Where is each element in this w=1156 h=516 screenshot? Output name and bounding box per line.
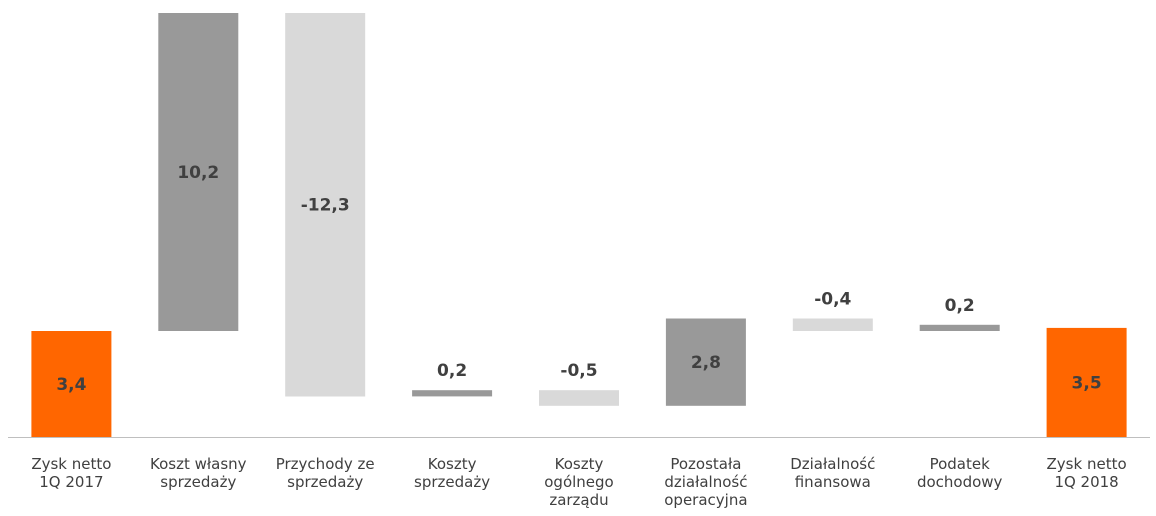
- bar-koszt-wlasny-sprzedazy: [158, 13, 239, 331]
- value-label-podatek-dochodowy: 0,2: [945, 296, 975, 316]
- category-label-line: Koszt własny: [150, 455, 247, 473]
- value-label-dzialalnosc-finansowa: -0,4: [814, 290, 851, 310]
- category-label-zysk-netto-1q-2018: Zysk netto 1Q 2018: [1047, 455, 1127, 491]
- category-label-line: zarządu: [549, 491, 608, 509]
- value-label-koszty-sprzedazy: 0,2: [437, 361, 467, 381]
- category-label-line: Zysk netto: [31, 455, 111, 473]
- bar-zysk-netto-1q-2017: [31, 331, 112, 437]
- category-label-koszt-wlasny-sprzedazy: Koszt własny sprzedaży: [150, 455, 247, 491]
- value-label-zysk-netto-1q-2017: 3,4: [56, 375, 86, 395]
- bar-koszty-ogolnego-zarzadu: [539, 390, 619, 406]
- bar-dzialalnosc-finansowa: [792, 318, 873, 331]
- category-label-line: operacyjna: [664, 491, 747, 509]
- category-label-line: Pozostała: [670, 455, 741, 473]
- value-label-pozostala-dzialalnosc-operacyjna: 2,8: [691, 353, 721, 373]
- category-label-koszty-sprzedazy: Koszty sprzedaży: [414, 455, 490, 491]
- category-label-line: sprzedaży: [160, 473, 236, 491]
- category-label-line: 1Q 2017: [39, 473, 103, 491]
- category-label-przychody-ze-sprzedazy: Przychody ze sprzedaży: [276, 455, 375, 491]
- category-label-line: Koszty: [555, 455, 604, 473]
- category-label-line: ogólnego: [544, 473, 613, 491]
- category-label-line: działalność: [664, 473, 747, 491]
- category-label-line: Przychody ze: [276, 455, 375, 473]
- category-label-koszty-ogolnego-zarzadu: Koszty ogólnego zarządu: [544, 455, 613, 509]
- bar-podatek-dochodowy: [919, 324, 1000, 331]
- value-label-koszt-wlasny-sprzedazy: 10,2: [177, 163, 219, 183]
- category-label-pozostala-dzialalnosc-operacyjna: Pozostała działalność operacyjna: [664, 455, 747, 509]
- value-label-przychody-ze-sprzedazy: -12,3: [301, 196, 350, 216]
- category-label-line: dochodowy: [917, 473, 1003, 491]
- bar-pozostala-dzialalnosc-operacyjna: [665, 318, 746, 406]
- category-label-zysk-netto-1q-2017: Zysk netto 1Q 2017: [31, 455, 111, 491]
- category-label-line: 1Q 2018: [1054, 473, 1118, 491]
- bar-koszty-sprzedazy: [412, 390, 493, 397]
- value-labels-group: 3,4 10,2 -12,3 0,2 -0,5 2,8 -0,4 0,2 3,5: [56, 163, 1101, 395]
- category-label-line: Koszty: [428, 455, 477, 473]
- bar-przychody-ze-sprzedazy: [285, 13, 366, 397]
- category-label-dzialalnosc-finansowa: Działalność finansowa: [790, 455, 875, 491]
- category-label-line: Działalność: [790, 455, 875, 473]
- category-label-line: Zysk netto: [1047, 455, 1127, 473]
- bars-group: [31, 13, 1127, 437]
- value-label-koszty-ogolnego-zarzadu: -0,5: [560, 361, 597, 381]
- bar-zysk-netto-1q-2018: [1046, 327, 1127, 437]
- value-label-zysk-netto-1q-2018: 3,5: [1072, 373, 1102, 393]
- category-label-line: sprzedaży: [287, 473, 363, 491]
- category-label-podatek-dochodowy: Podatek dochodowy: [917, 455, 1003, 491]
- category-label-line: sprzedaży: [414, 473, 490, 491]
- category-label-line: finansowa: [795, 473, 871, 491]
- category-label-line: Podatek: [930, 455, 991, 473]
